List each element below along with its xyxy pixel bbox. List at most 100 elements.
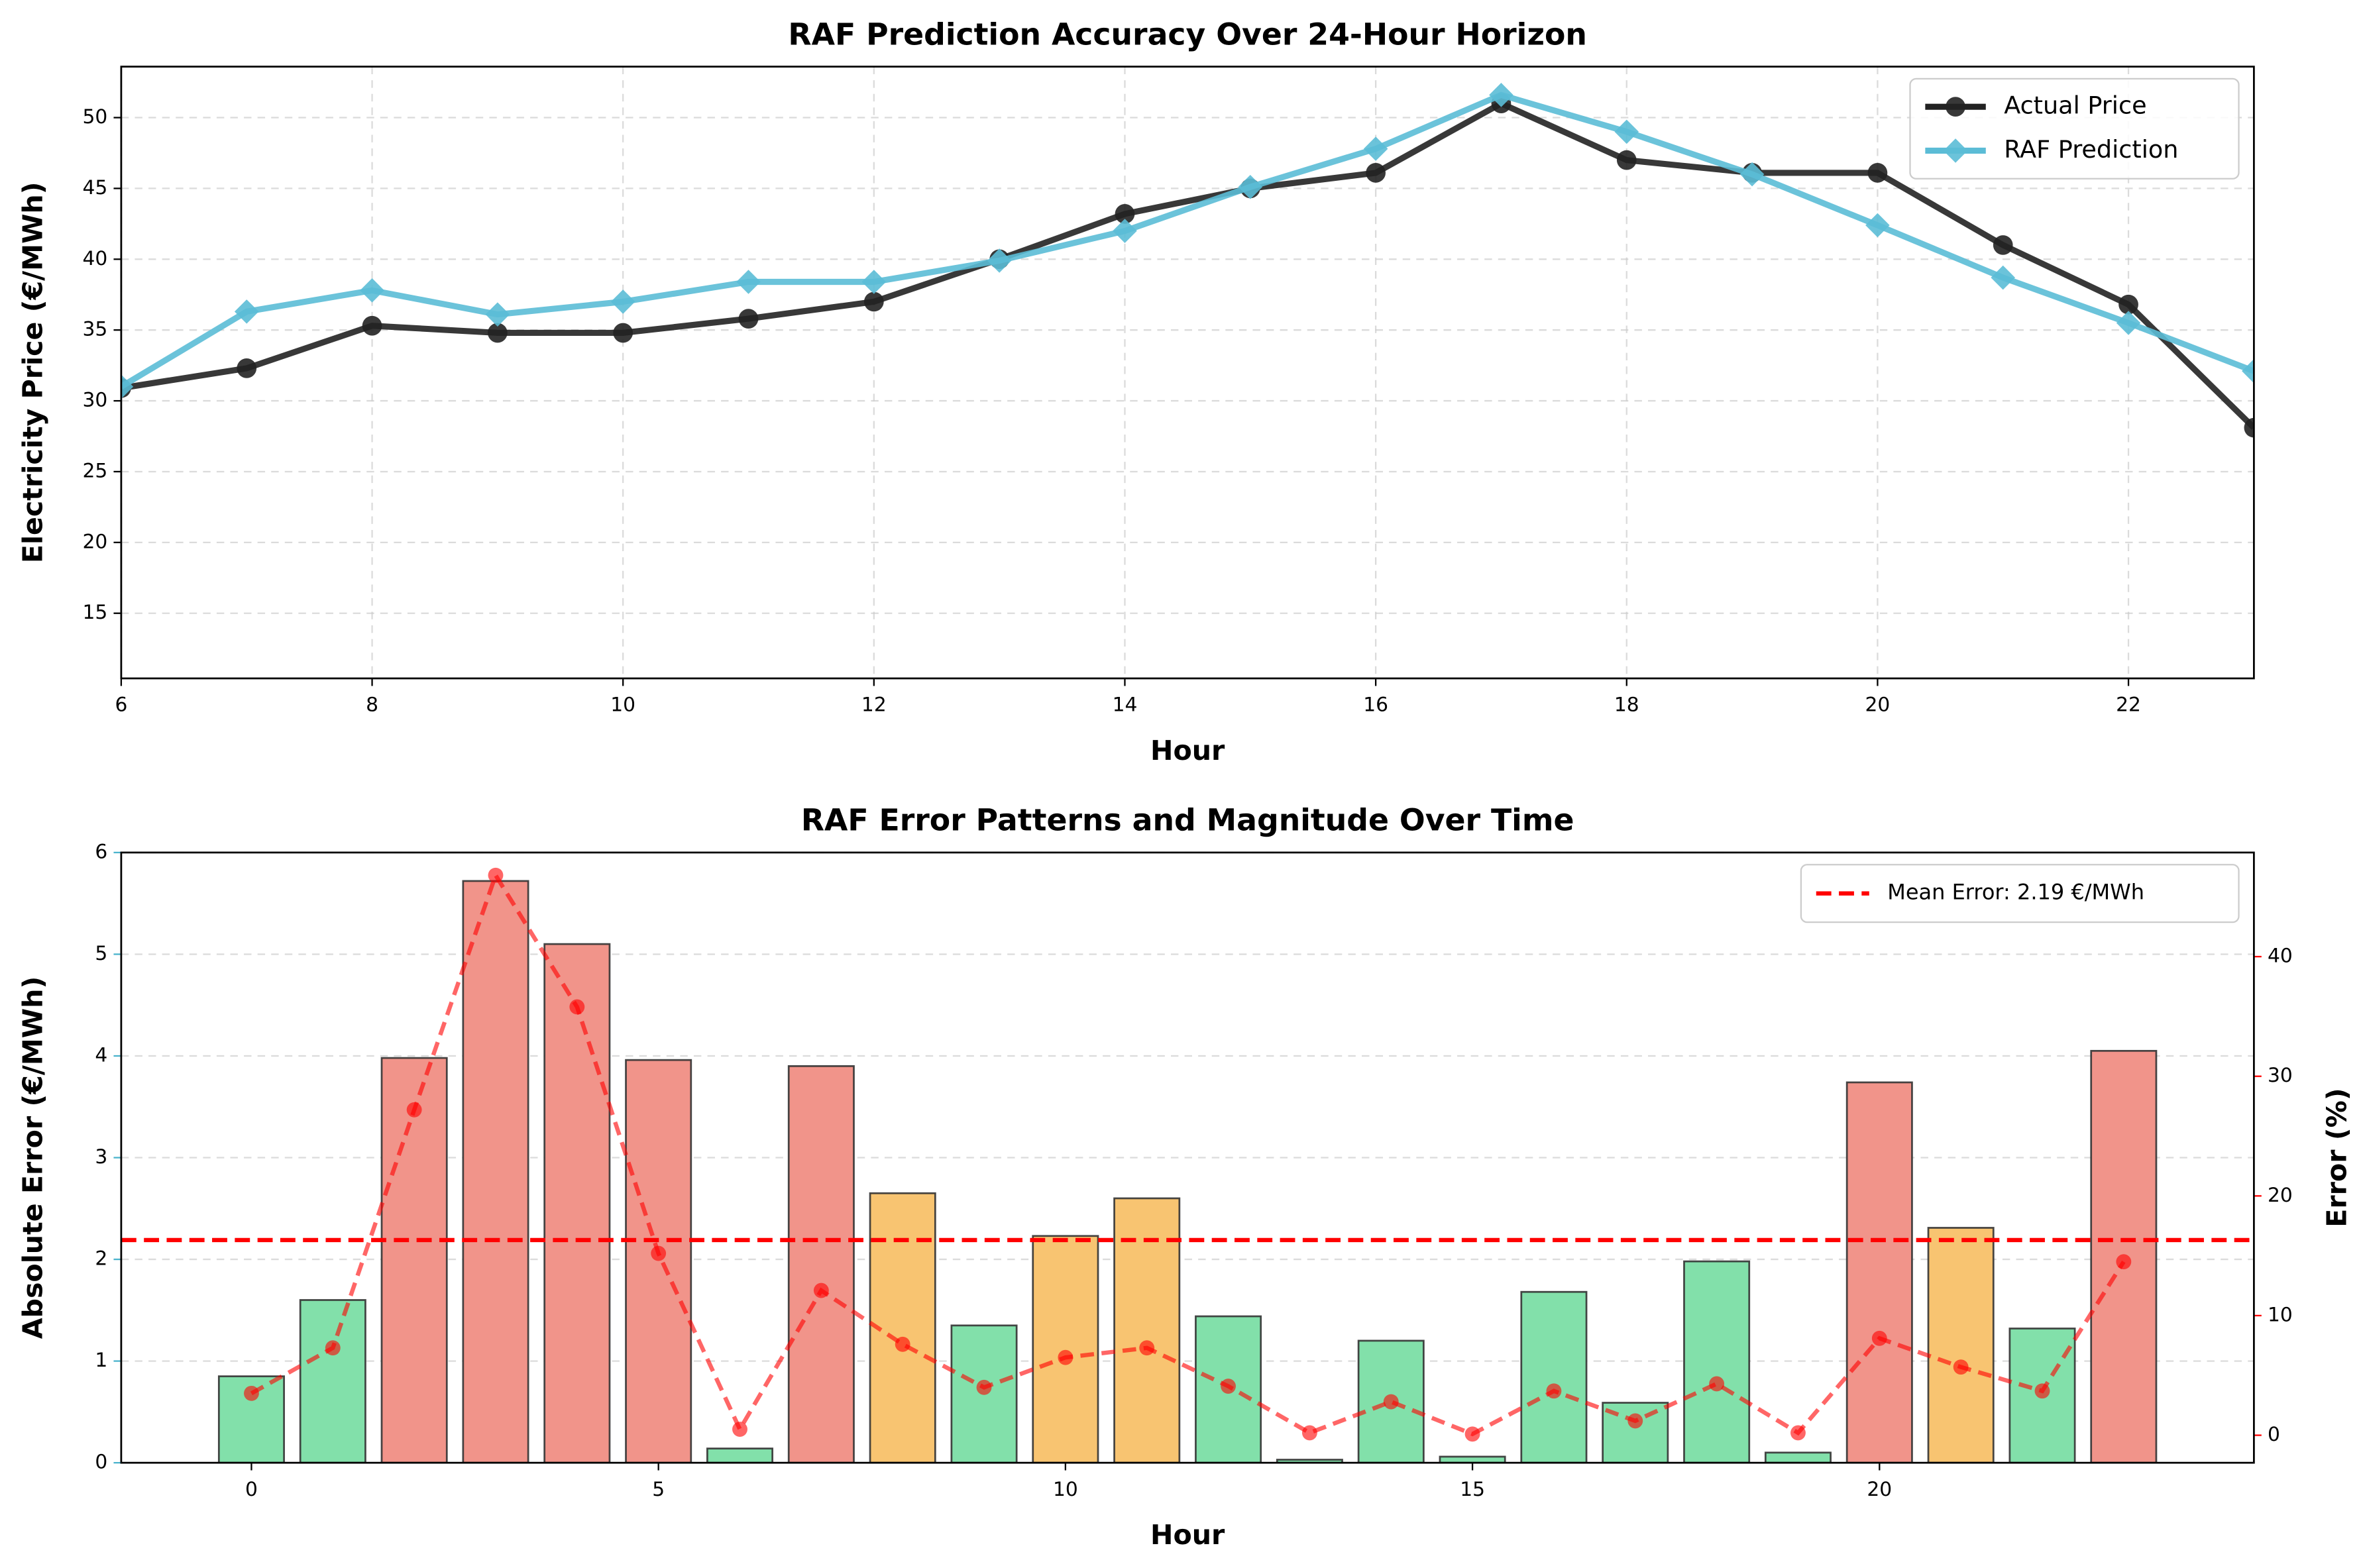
bar xyxy=(950,1324,1018,1463)
marker xyxy=(1790,1425,1806,1441)
x-tick-label: 15 xyxy=(1460,1478,1485,1501)
bar xyxy=(1764,1451,1832,1463)
chart-title: RAF Error Patterns and Magnitude Over Ti… xyxy=(801,803,1574,838)
bar xyxy=(1520,1290,1588,1463)
bar xyxy=(1032,1235,1099,1463)
y-tick-label: 30 xyxy=(83,389,108,412)
y-tick-label: 0 xyxy=(95,1451,107,1474)
bar xyxy=(1845,1081,1913,1463)
bar xyxy=(380,1057,448,1463)
axes-frame xyxy=(120,851,2255,1464)
marker xyxy=(325,1340,341,1356)
marker xyxy=(1139,1340,1155,1356)
marker xyxy=(1739,162,1765,187)
bar xyxy=(625,1059,692,1463)
x-tick-label: 8 xyxy=(366,694,378,717)
legend-label: Actual Price xyxy=(2004,91,2146,120)
marker xyxy=(237,358,257,378)
y-tick-label: 35 xyxy=(83,318,108,341)
legend-label: Mean Error: 2.19 €/MWh xyxy=(1887,880,2144,905)
x-tick-label: 10 xyxy=(1053,1478,1078,1501)
legend-label: RAF Prediction xyxy=(2004,135,2178,164)
x-tick-label: 20 xyxy=(1865,694,1891,717)
marker xyxy=(1546,1383,1562,1399)
y-tick-label: 1 xyxy=(95,1349,107,1372)
x-tick-label: 22 xyxy=(2116,694,2141,717)
marker xyxy=(1221,1379,1236,1394)
bar xyxy=(462,880,529,1463)
chart-title: RAF Prediction Accuracy Over 24-Hour Hor… xyxy=(788,17,1587,52)
y-tick-label: 3 xyxy=(95,1145,107,1169)
marker xyxy=(362,315,382,336)
x-tick-label: 20 xyxy=(1867,1478,1892,1501)
y2-tick-label: 0 xyxy=(2268,1423,2280,1446)
legend-box xyxy=(1800,864,2240,923)
marker xyxy=(1383,1394,1399,1410)
marker xyxy=(610,289,635,314)
x-axis-label: Hour xyxy=(1150,735,1225,766)
marker xyxy=(2118,294,2138,315)
y-tick-label: 25 xyxy=(83,459,108,482)
marker xyxy=(360,278,384,303)
marker xyxy=(488,867,504,883)
marker xyxy=(1464,1426,1480,1442)
marker xyxy=(2244,417,2254,438)
y-axis-label: Absolute Error (€/MWh) xyxy=(17,976,49,1339)
marker xyxy=(2034,1383,2050,1399)
bar xyxy=(706,1447,774,1463)
marker xyxy=(1366,163,1386,183)
marker xyxy=(1301,1425,1317,1441)
marker xyxy=(1115,204,1135,224)
marker xyxy=(234,299,259,324)
marker xyxy=(1991,265,2016,290)
x-tick-label: 14 xyxy=(1113,694,1138,717)
y-tick-label: 45 xyxy=(83,176,108,199)
y-tick-label: 15 xyxy=(83,601,108,624)
marker xyxy=(485,302,510,327)
y2-tick-label: 30 xyxy=(2268,1064,2293,1087)
line xyxy=(121,100,2254,430)
marker xyxy=(2116,311,2141,335)
marker xyxy=(1871,1330,1887,1346)
bar xyxy=(299,1299,366,1463)
marker xyxy=(863,291,884,312)
y-tick-label: 50 xyxy=(83,105,108,129)
marker xyxy=(1627,1413,1643,1429)
x-tick-label: 12 xyxy=(861,694,887,717)
marker xyxy=(1953,1359,1969,1375)
marker xyxy=(1943,138,1968,163)
marker xyxy=(121,374,134,399)
marker xyxy=(1867,163,1888,183)
x-tick-label: 18 xyxy=(1614,694,1639,717)
error-line xyxy=(250,870,2126,1437)
marker xyxy=(651,1245,667,1261)
line xyxy=(121,91,2254,390)
marker xyxy=(613,323,633,343)
legend: Mean Error: 2.19 €/MWh xyxy=(1800,864,2240,923)
marker xyxy=(732,1422,747,1437)
y-tick-label: 2 xyxy=(95,1247,107,1271)
marker xyxy=(736,270,761,294)
marker xyxy=(1616,150,1637,170)
marker xyxy=(1363,136,1388,161)
plot-area xyxy=(121,867,2254,1463)
marker xyxy=(1709,1376,1725,1392)
y-axis-label: Electricity Price (€/MWh) xyxy=(17,182,49,563)
bar xyxy=(543,943,611,1463)
marker xyxy=(2116,1254,2132,1270)
y2-axis-label: Error (%) xyxy=(2321,1088,2352,1227)
marker xyxy=(2242,358,2254,384)
marker xyxy=(738,309,759,329)
bar xyxy=(1439,1455,1506,1463)
marker xyxy=(569,999,585,1015)
marker xyxy=(1614,119,1639,144)
y-tick-label: 4 xyxy=(95,1044,107,1067)
y-tick-label: 5 xyxy=(95,942,107,965)
marker xyxy=(1993,235,2013,255)
marker xyxy=(244,1385,259,1401)
y-tick-label: 20 xyxy=(83,530,108,553)
marker xyxy=(1113,219,1137,243)
marker xyxy=(488,323,508,343)
y2-tick-label: 20 xyxy=(2268,1184,2293,1207)
